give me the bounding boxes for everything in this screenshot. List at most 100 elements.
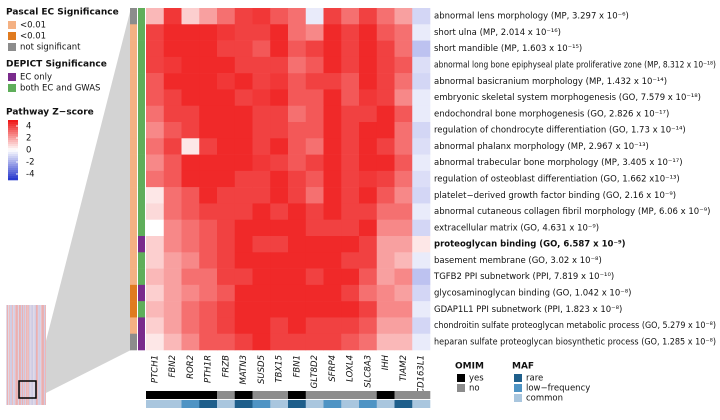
colorbar-tick-label: 4: [26, 122, 31, 132]
maf-cell: [341, 400, 360, 408]
omim-cell: [376, 391, 395, 399]
heatmap-cell: [181, 236, 200, 253]
heatmap-cell: [163, 56, 182, 74]
pascal-cell: [130, 317, 137, 335]
heatmap-cell: [323, 138, 342, 155]
thumbnail-stripe: [25, 305, 26, 405]
heatmap-cell: [146, 284, 165, 302]
heatmap-cell: [217, 56, 236, 74]
heatmap-cell: [412, 122, 431, 139]
thumbnail-stripe: [24, 305, 25, 405]
heatmap-cell: [394, 284, 413, 302]
depict-cell: [138, 187, 145, 204]
heatmap-cell: [288, 89, 307, 107]
heatmap-cell: [146, 40, 165, 58]
heatmap-cell: [252, 333, 271, 351]
pascal-cell: [130, 170, 137, 188]
omim-cell: [412, 391, 431, 399]
heatmap-cell: [412, 56, 431, 74]
heatmap-cell: [341, 40, 360, 58]
depict-cell: [138, 105, 145, 123]
heatmap-cell: [270, 24, 289, 41]
heatmap-cell: [288, 236, 307, 253]
row-label: chondroitin sulfate proteoglycan metabol…: [434, 321, 716, 331]
heatmap-cell: [252, 301, 271, 318]
heatmap-cell: [181, 40, 200, 58]
maf-swatch: [514, 384, 522, 392]
row-label: short ulna (MP, 2.014 x 10⁻¹⁶): [434, 28, 561, 38]
heatmap-cell: [394, 333, 413, 351]
heatmap-cell: [394, 203, 413, 221]
heatmap-cell: [252, 252, 271, 269]
heatmap-cell: [217, 73, 236, 90]
heatmap-cell: [305, 170, 324, 188]
heatmap-cell: [341, 187, 360, 204]
row-label: GDAP1L1 PPI subnetwork (PPI, 1.823 x 10⁻…: [434, 305, 622, 315]
omim-title: OMIM: [455, 362, 484, 372]
heatmap-cell: [252, 236, 271, 253]
heatmap-cell: [359, 268, 378, 286]
omim-swatch: [457, 374, 465, 382]
heatmap-cell: [163, 219, 182, 237]
pascal-cell: [130, 301, 137, 318]
heatmap-cell: [146, 268, 165, 286]
heatmap-cell: [412, 154, 431, 172]
heatmap-cell: [341, 89, 360, 107]
heatmap-cell: [376, 56, 395, 74]
heatmap-cell: [181, 73, 200, 90]
heatmap-cell: [234, 187, 253, 204]
heatmap-cell: [412, 105, 431, 123]
column-label: TIAM2: [399, 355, 409, 381]
column-label: LOXL4: [346, 355, 356, 382]
heatmap-cell: [412, 252, 431, 269]
heatmap-cell: [270, 203, 289, 221]
pascal-cell: [130, 187, 137, 204]
heatmap-cell: [376, 219, 395, 237]
row-label: abnormal cutaneous collagen fibril morph…: [434, 207, 710, 217]
heatmap-cell: [217, 333, 236, 351]
heatmap-cell: [234, 252, 253, 269]
pascal-cell: [130, 284, 137, 302]
heatmap-cell: [252, 56, 271, 74]
heatmap-cell: [359, 89, 378, 107]
maf-title: MAF: [512, 362, 534, 372]
heatmap-cell: [252, 219, 271, 237]
depict-cell: [138, 73, 145, 90]
pascal-label: <0.01: [20, 32, 46, 42]
heatmap-cell: [305, 40, 324, 58]
maf-cell: [305, 400, 324, 408]
heatmap-cell: [181, 154, 200, 172]
pascal-cell: [130, 154, 137, 172]
omim-cell: [146, 391, 165, 399]
heatmap-cell: [412, 219, 431, 237]
colorbar-step: [8, 170, 18, 173]
thumbnail-stripe: [16, 305, 17, 405]
heatmap-cell: [376, 154, 395, 172]
omim-label: no: [469, 384, 480, 394]
heatmap-cell: [305, 187, 324, 204]
heatmap-cell: [394, 154, 413, 172]
colorbar-step: [8, 158, 18, 161]
heatmap-cell: [412, 301, 431, 318]
omim-cell: [234, 391, 253, 399]
heatmap-cell: [323, 56, 342, 74]
heatmap-cell: [359, 24, 378, 41]
heatmap-cell: [199, 40, 218, 58]
thumbnail-stripe: [29, 305, 30, 405]
heatmap-cell: [359, 138, 378, 155]
pascal-cell: [130, 40, 137, 58]
pascal-cell: [130, 89, 137, 107]
heatmap-cell: [252, 105, 271, 123]
depict-cell: [138, 40, 145, 58]
heatmap-cell: [234, 56, 253, 74]
heatmap-cell: [163, 138, 182, 155]
depict-cell: [138, 236, 145, 253]
heatmap-cell: [234, 333, 253, 351]
colorbar-step: [8, 162, 18, 165]
row-label: abnormal long bone epiphyseal plate prol…: [434, 61, 716, 71]
heatmap-cell: [288, 40, 307, 58]
heatmap-cell: [270, 219, 289, 237]
heatmap-cell: [305, 219, 324, 237]
heatmap-cell: [217, 40, 236, 58]
maf-cell: [270, 400, 289, 408]
